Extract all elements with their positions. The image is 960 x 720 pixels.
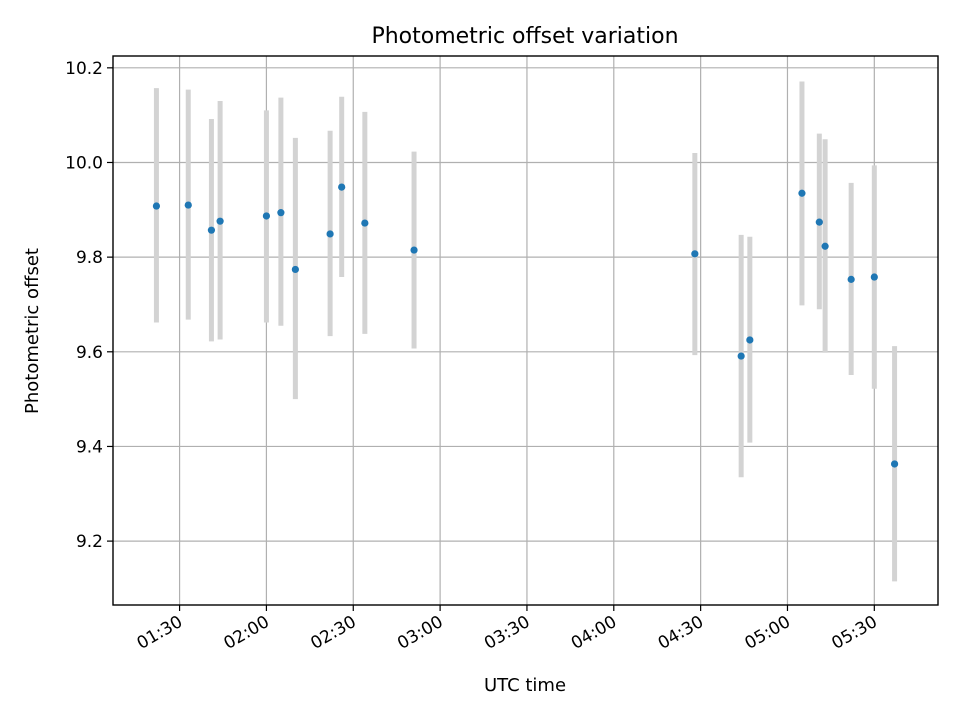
y-tick-label: 10.0 [65,153,103,173]
chart-title: Photometric offset variation [371,24,678,49]
x-axis-label: UTC time [484,675,566,696]
data-point [338,183,346,191]
plot-frame [112,55,939,606]
data-point [815,218,823,226]
data-point [798,189,806,197]
y-axis-label: Photometric offset [22,248,43,414]
data-point [207,226,216,234]
data-point [184,201,192,209]
y-tick-label: 10.2 [65,59,103,79]
data-point [691,250,699,258]
data-point [216,217,224,225]
data-point [361,219,369,227]
y-tick-label: 9.8 [76,248,103,268]
y-tick-label: 9.4 [76,437,103,457]
data-point [746,336,754,344]
data-point [890,460,899,468]
data-point [291,265,299,274]
data-point [410,246,418,254]
data-point [262,212,271,220]
data-point [152,202,161,210]
y-tick-label: 9.2 [76,532,103,552]
data-point [821,242,829,250]
y-tick-label: 9.6 [76,343,103,363]
data-point [870,273,878,281]
data-point [277,209,285,217]
data-point [326,230,334,238]
data-point [737,352,745,360]
data-point [847,275,855,283]
point-layer [152,183,899,468]
